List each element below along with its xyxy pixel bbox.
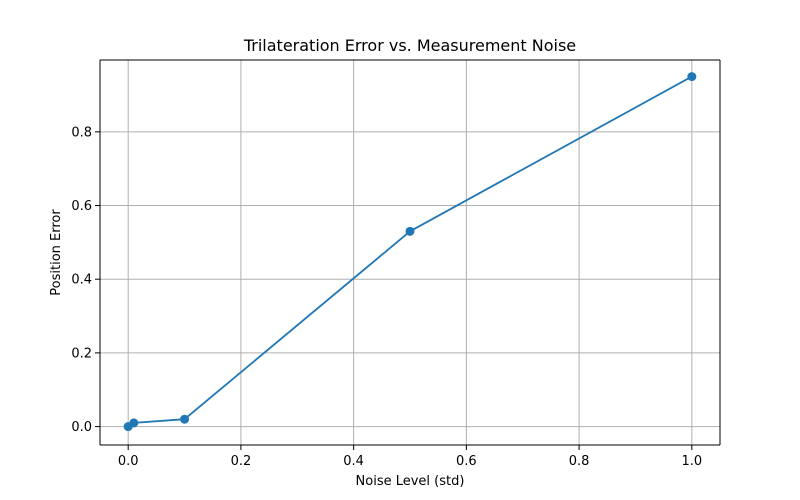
x-tick-label: 0.4 (343, 454, 364, 469)
x-tick-label: 1.0 (681, 454, 702, 469)
chart-title: Trilateration Error vs. Measurement Nois… (243, 36, 576, 55)
x-tick-label: 0.6 (456, 454, 477, 469)
plot-area (100, 60, 720, 445)
x-tick-label: 0.0 (118, 454, 139, 469)
y-axis-ticks: 0.0 0.2 0.4 0.6 0.8 (71, 125, 100, 435)
x-axis-label: Noise Level (std) (356, 474, 465, 489)
x-tick-label: 0.2 (231, 454, 252, 469)
data-point (405, 226, 415, 236)
y-tick-label: 0.8 (71, 125, 92, 140)
y-tick-label: 0.6 (71, 199, 92, 214)
y-axis-label: Position Error (49, 209, 64, 296)
x-tick-label: 0.8 (569, 454, 590, 469)
y-tick-label: 0.0 (71, 420, 92, 435)
y-tick-label: 0.2 (71, 346, 92, 361)
x-axis-ticks: 0.0 0.2 0.4 0.6 0.8 1.0 (118, 445, 702, 469)
grid (100, 60, 720, 445)
data-point (687, 72, 697, 82)
data-point (129, 418, 139, 428)
plot-frame (99, 59, 721, 446)
y-tick-label: 0.4 (71, 273, 92, 288)
data-point (180, 414, 190, 424)
series-layer (123, 72, 697, 432)
